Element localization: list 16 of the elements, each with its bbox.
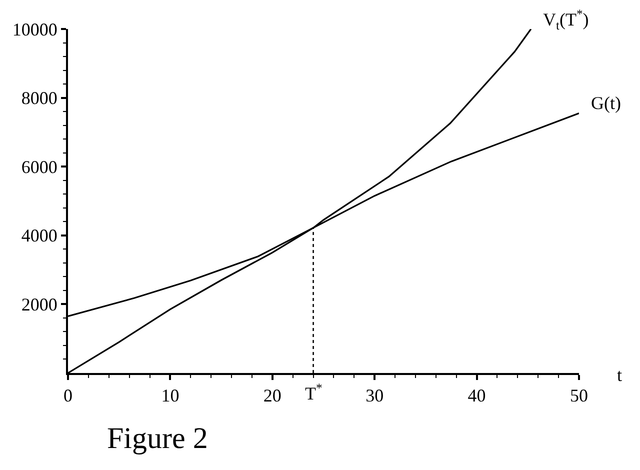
x-tick-label: 20 — [263, 386, 282, 406]
ref-line-label: T$^{*}$ — [305, 381, 322, 404]
x-tick-label: 30 — [366, 386, 384, 406]
caption: Figure 2 — [107, 422, 208, 455]
x-tick-label: 50 — [570, 386, 588, 406]
x-tick-label: 10 — [161, 386, 180, 406]
y-tick-label: 6000 — [21, 156, 58, 177]
y-tick-label: 2000 — [21, 294, 58, 314]
x-tick-label: 0 — [64, 386, 72, 406]
y-tick-label: 8000 — [21, 88, 58, 108]
x-axis-title: t — [617, 365, 622, 385]
x-tick-label: 40 — [468, 386, 486, 406]
series-label: G(t) — [591, 93, 621, 113]
y-tick-label: 10000 — [12, 19, 58, 40]
y-tick-label: 4000 — [21, 226, 58, 246]
series-label: V$_{t}$(T$^{*}$) — [543, 7, 589, 32]
